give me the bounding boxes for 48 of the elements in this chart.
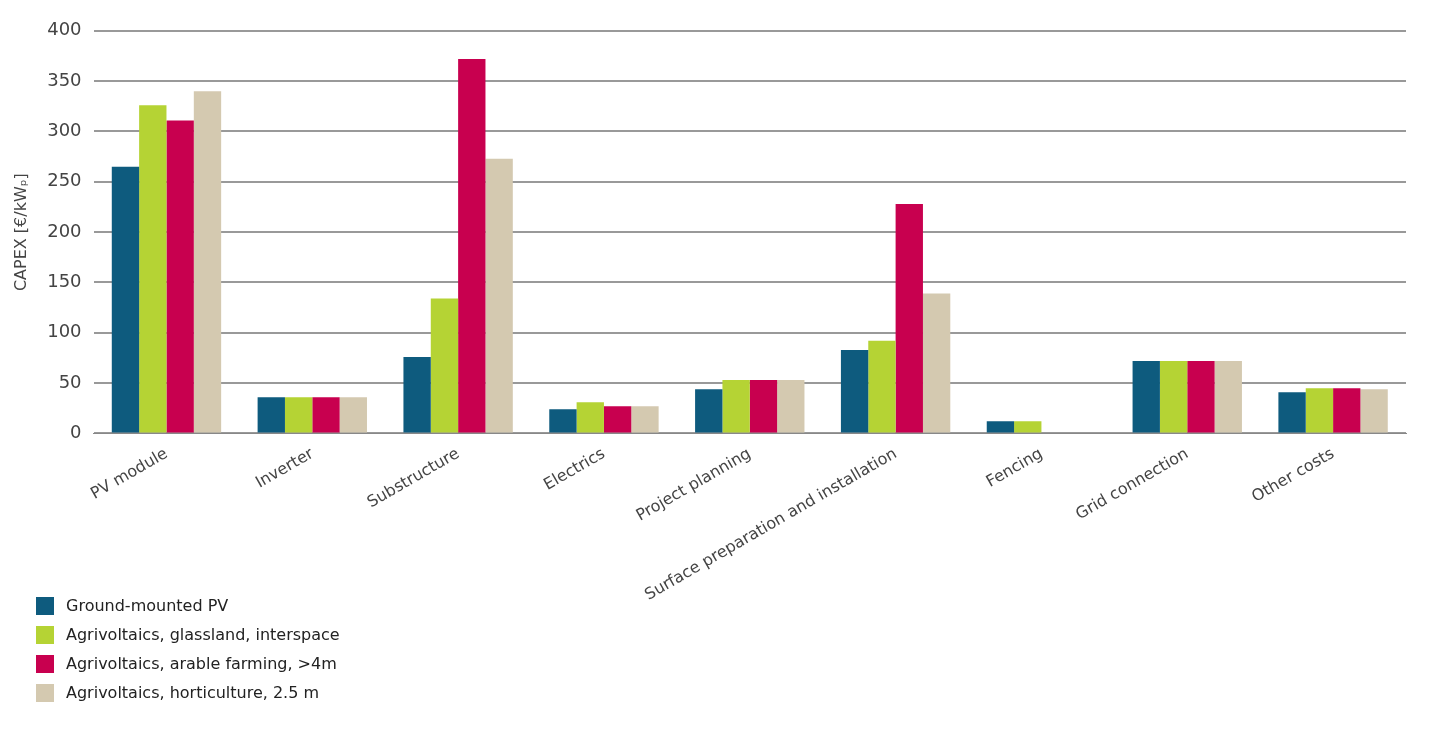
bar <box>1333 388 1361 433</box>
bar <box>1132 360 1160 433</box>
bar <box>868 340 896 433</box>
y-tick-label: 100 <box>47 320 82 342</box>
bar <box>922 293 951 433</box>
bar <box>458 58 486 433</box>
bar <box>139 105 167 433</box>
bar <box>1014 421 1042 433</box>
y-axis-title: CAPEX [€/kWₚ] <box>10 173 30 292</box>
bar <box>1360 389 1388 433</box>
bar <box>166 120 194 433</box>
y-tick-label: 50 <box>58 370 82 392</box>
y-tick-label: 150 <box>47 270 82 292</box>
bar <box>749 380 778 433</box>
bar <box>284 397 313 433</box>
bar <box>1159 360 1188 433</box>
bar <box>312 397 340 433</box>
bar <box>485 158 513 433</box>
bar <box>631 406 659 433</box>
bar <box>430 298 459 433</box>
legend-label: Ground-mounted PV <box>66 596 229 615</box>
bar <box>403 356 431 433</box>
legend-label: Agrivoltaics, arable farming, >4m <box>66 654 337 673</box>
y-tick-label: 400 <box>47 18 82 40</box>
bar <box>193 91 222 433</box>
bar <box>777 380 805 433</box>
bar <box>111 166 140 433</box>
bar <box>722 380 750 433</box>
bar <box>1305 388 1334 433</box>
y-tick-label: 200 <box>47 219 82 241</box>
bar <box>895 203 923 433</box>
y-tick-label: 350 <box>47 68 82 90</box>
y-tick-label: 0 <box>70 421 82 443</box>
bar <box>257 397 285 433</box>
bar <box>549 409 577 433</box>
bar <box>576 402 604 433</box>
legend-label: Agrivoltaics, horticulture, 2.5 m <box>66 683 320 702</box>
bar <box>1278 392 1306 433</box>
y-tick-label: 300 <box>47 119 82 141</box>
bar <box>603 406 632 433</box>
bar <box>695 389 723 433</box>
bar <box>339 397 367 433</box>
bar <box>1214 360 1242 433</box>
y-tick-label: 250 <box>47 169 82 191</box>
legend-label: Agrivoltaics, glassland, interspace <box>66 625 340 644</box>
bar <box>1187 360 1215 433</box>
bar <box>840 349 869 433</box>
bar <box>986 421 1015 433</box>
